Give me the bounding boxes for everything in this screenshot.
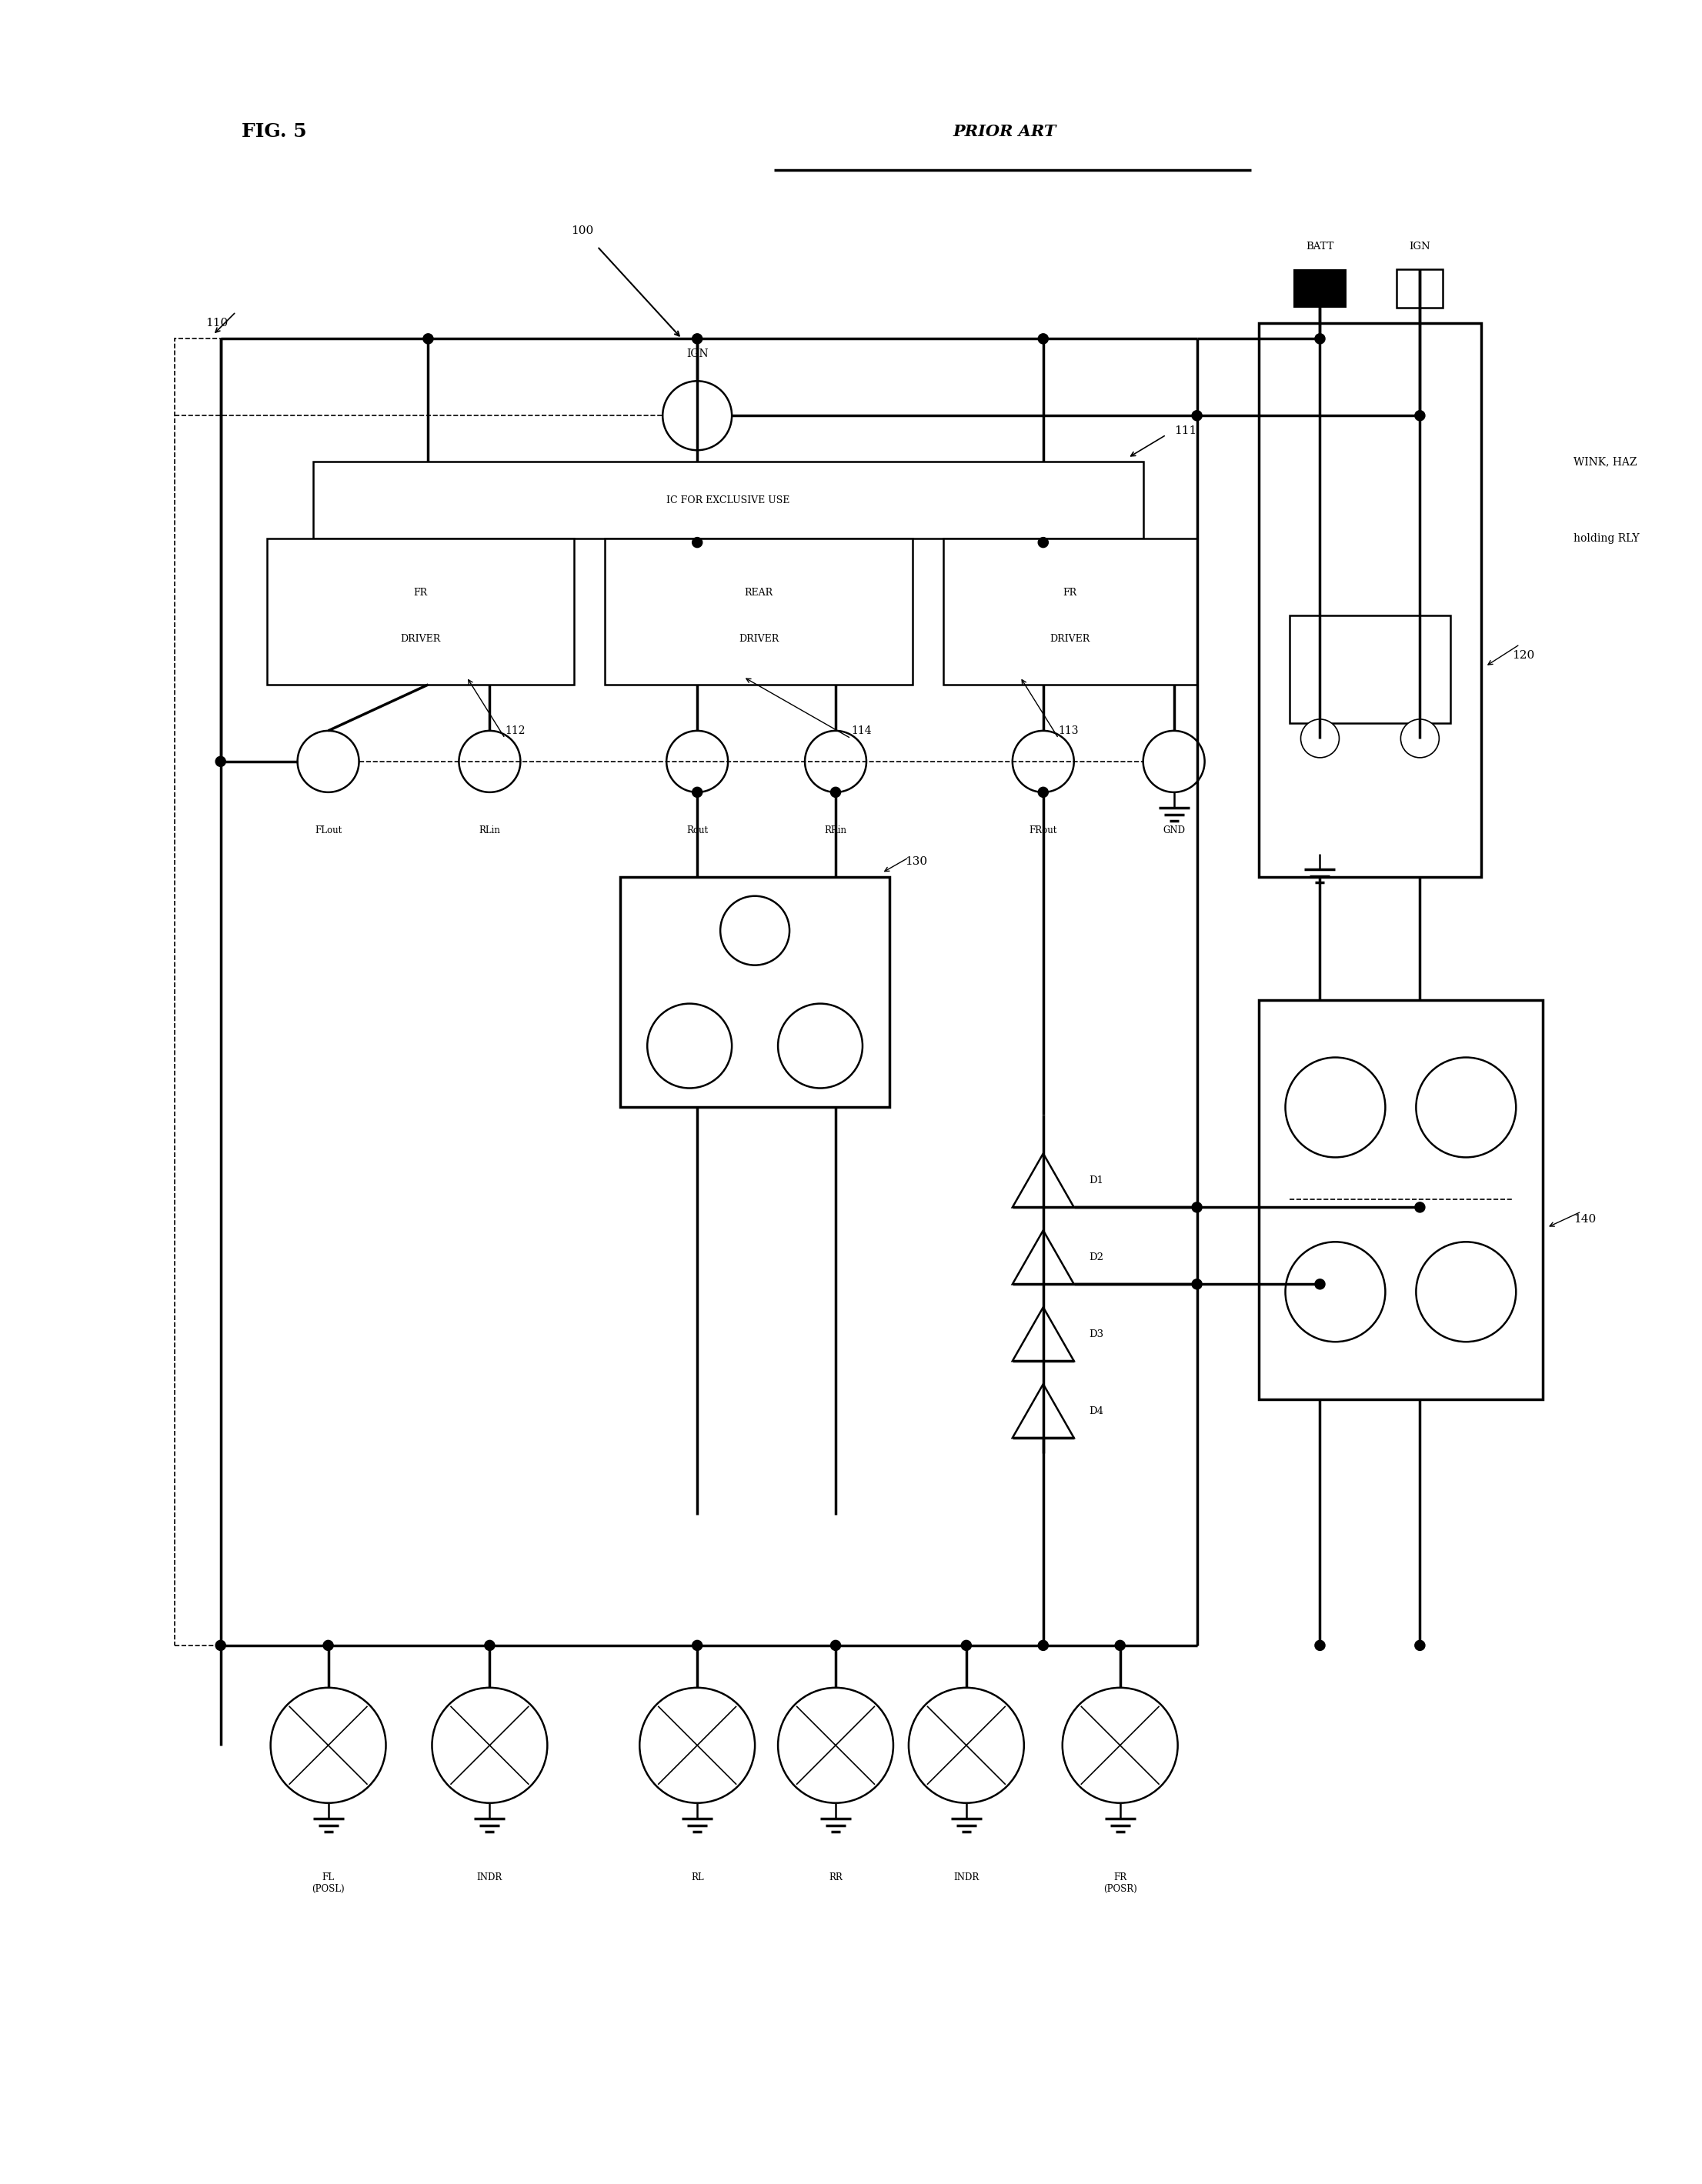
Circle shape xyxy=(216,758,225,767)
Text: D1: D1 xyxy=(1089,1175,1105,1186)
Text: DRIVER: DRIVER xyxy=(400,633,441,644)
Text: FIG. 5: FIG. 5 xyxy=(242,122,306,140)
Text: 140: 140 xyxy=(1574,1214,1596,1225)
Circle shape xyxy=(1416,1640,1425,1651)
Text: 114: 114 xyxy=(851,725,871,736)
Text: IGN: IGN xyxy=(686,349,708,360)
Text: FR: FR xyxy=(1064,587,1077,598)
Text: 110: 110 xyxy=(206,319,228,330)
Text: 130: 130 xyxy=(905,856,928,867)
Text: 120: 120 xyxy=(1511,651,1535,662)
Text: FL
(POSL): FL (POSL) xyxy=(311,1872,344,1894)
Text: PRIOR ART: PRIOR ART xyxy=(953,124,1057,140)
Circle shape xyxy=(1193,1280,1202,1289)
Circle shape xyxy=(1038,537,1048,546)
Circle shape xyxy=(271,1688,386,1804)
Circle shape xyxy=(1144,732,1205,793)
Circle shape xyxy=(424,334,432,343)
Text: RL: RL xyxy=(691,1872,703,1883)
Text: D3: D3 xyxy=(1089,1330,1105,1339)
Circle shape xyxy=(323,1640,334,1651)
Circle shape xyxy=(1285,1243,1385,1341)
Circle shape xyxy=(460,732,521,793)
Text: FR: FR xyxy=(414,587,427,598)
Text: INDR: INDR xyxy=(953,1872,979,1883)
Bar xyxy=(1258,323,1481,876)
Circle shape xyxy=(720,895,790,965)
Circle shape xyxy=(1013,732,1074,793)
Bar xyxy=(1258,1000,1544,1400)
Circle shape xyxy=(485,1640,494,1651)
Circle shape xyxy=(909,1688,1025,1804)
Circle shape xyxy=(216,1640,225,1651)
Circle shape xyxy=(1416,1057,1516,1158)
Circle shape xyxy=(432,1688,548,1804)
Text: IGN: IGN xyxy=(1409,242,1430,251)
Text: IC FOR EXCLUSIVE USE: IC FOR EXCLUSIVE USE xyxy=(665,496,790,505)
Circle shape xyxy=(647,1005,732,1088)
Text: 113: 113 xyxy=(1059,725,1079,736)
Circle shape xyxy=(831,788,841,797)
Text: INDR: INDR xyxy=(477,1872,502,1883)
Circle shape xyxy=(1062,1688,1178,1804)
Circle shape xyxy=(1038,1640,1048,1651)
Bar xyxy=(175,339,1197,1645)
Circle shape xyxy=(667,732,728,793)
Text: Rout: Rout xyxy=(686,826,708,836)
Circle shape xyxy=(662,380,732,450)
Circle shape xyxy=(1316,1640,1324,1651)
Bar xyxy=(1288,616,1450,723)
Circle shape xyxy=(640,1688,756,1804)
Text: GND: GND xyxy=(1162,826,1185,836)
Circle shape xyxy=(298,732,359,793)
Circle shape xyxy=(1193,1203,1202,1212)
Text: REAR: REAR xyxy=(744,587,773,598)
Circle shape xyxy=(1300,719,1339,758)
Bar xyxy=(1294,269,1346,308)
Circle shape xyxy=(693,537,701,546)
Circle shape xyxy=(1416,1243,1516,1341)
Circle shape xyxy=(1115,1640,1125,1651)
Circle shape xyxy=(1193,411,1202,419)
Circle shape xyxy=(1285,1057,1385,1158)
Text: WINK, HAZ: WINK, HAZ xyxy=(1574,456,1637,467)
Circle shape xyxy=(693,788,701,797)
Circle shape xyxy=(1038,788,1048,797)
Circle shape xyxy=(1416,1203,1425,1212)
Text: RR: RR xyxy=(829,1872,842,1883)
Bar xyxy=(267,539,574,684)
Circle shape xyxy=(1416,411,1425,419)
Bar xyxy=(1397,269,1443,308)
Text: 100: 100 xyxy=(570,225,594,236)
Circle shape xyxy=(693,334,701,343)
Bar xyxy=(620,876,890,1107)
Bar xyxy=(943,539,1197,684)
Bar xyxy=(313,461,1144,539)
Circle shape xyxy=(805,732,866,793)
Circle shape xyxy=(1401,719,1440,758)
Circle shape xyxy=(693,1640,701,1651)
Text: 111: 111 xyxy=(1174,426,1197,437)
Circle shape xyxy=(962,1640,970,1651)
Circle shape xyxy=(778,1688,894,1804)
Circle shape xyxy=(1038,334,1048,343)
Text: holding RLY: holding RLY xyxy=(1574,533,1639,544)
Text: RRin: RRin xyxy=(824,826,848,836)
Text: D2: D2 xyxy=(1089,1251,1105,1262)
Circle shape xyxy=(1316,334,1324,343)
Text: DRIVER: DRIVER xyxy=(1050,633,1091,644)
Text: BATT: BATT xyxy=(1305,242,1334,251)
Text: RLin: RLin xyxy=(478,826,500,836)
Text: FLout: FLout xyxy=(315,826,342,836)
Text: 112: 112 xyxy=(505,725,526,736)
Circle shape xyxy=(831,1640,841,1651)
Circle shape xyxy=(778,1005,863,1088)
Bar xyxy=(604,539,912,684)
Text: FRout: FRout xyxy=(1030,826,1057,836)
Circle shape xyxy=(1316,1280,1324,1289)
Text: FR
(POSR): FR (POSR) xyxy=(1103,1872,1137,1894)
Text: DRIVER: DRIVER xyxy=(739,633,780,644)
Text: D4: D4 xyxy=(1089,1406,1105,1415)
